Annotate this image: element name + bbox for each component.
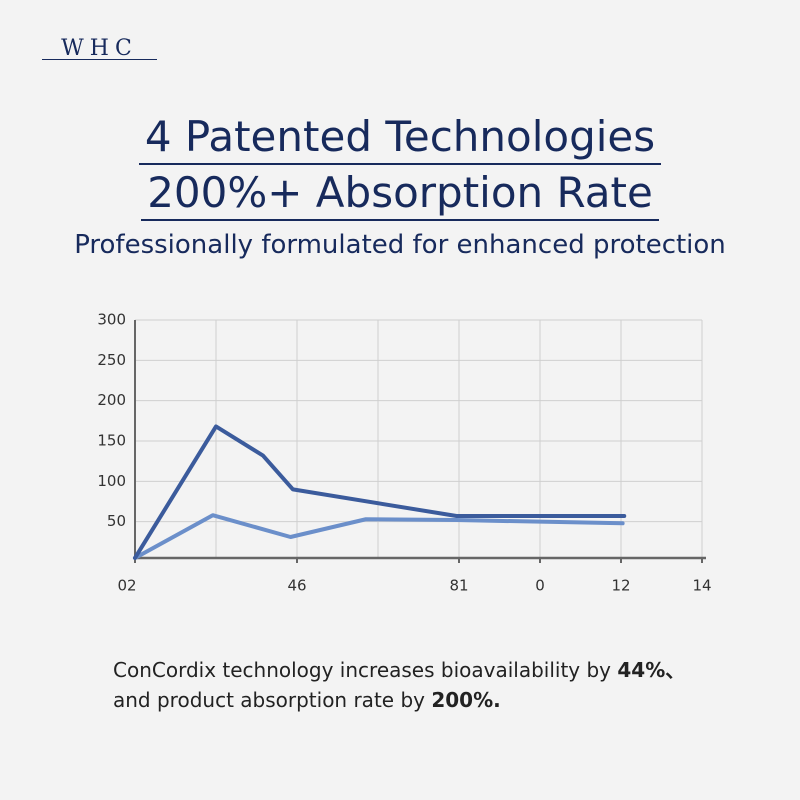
logo-text: WHC	[61, 36, 138, 61]
logo: WHC	[42, 36, 157, 61]
caption-text: and product absorption rate by	[113, 688, 432, 712]
caption-bold: 200%.	[431, 688, 501, 712]
x-tick-label: 0	[535, 577, 545, 595]
logo-rule	[42, 59, 157, 60]
x-tick-label: 81	[449, 577, 468, 595]
caption: ConCordix technology increases bioavaila…	[113, 655, 685, 715]
x-tick-label: 12	[611, 577, 630, 595]
y-tick-label: 150	[97, 432, 126, 450]
title-wrap: 200%+ Absorption Rate	[0, 168, 800, 221]
subtitle: Professionally formulated for enhanced p…	[74, 230, 726, 260]
title: 4 Patented Technologies	[138, 112, 662, 165]
caption-text: ConCordix technology increases bioavaila…	[113, 658, 618, 682]
data-line	[133, 513, 625, 560]
title: 200%+ Absorption Rate	[141, 168, 659, 221]
y-tick-label: 50	[107, 512, 126, 530]
x-tick-label: 14	[692, 577, 711, 595]
caption-bold: 44%、	[617, 658, 686, 682]
x-tick-label: 02	[117, 577, 136, 595]
title-wrap: 4 Patented Technologies	[0, 112, 800, 165]
y-tick-label: 250	[97, 351, 126, 369]
y-tick-label: 200	[97, 391, 126, 409]
data-line	[133, 424, 627, 560]
y-tick-label: 100	[97, 472, 126, 490]
x-tick-label: 46	[287, 577, 306, 595]
y-tick-label: 300	[97, 311, 126, 329]
